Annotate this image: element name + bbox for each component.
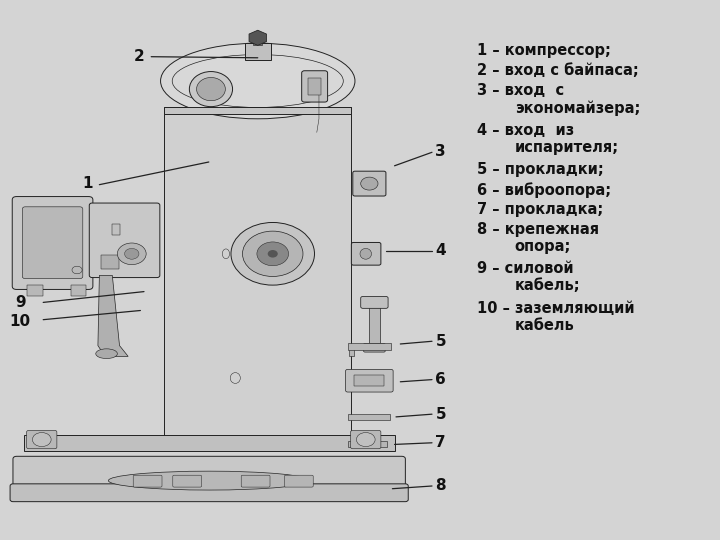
Text: 5: 5	[436, 407, 446, 422]
Circle shape	[125, 248, 139, 259]
Ellipse shape	[197, 77, 225, 100]
FancyBboxPatch shape	[12, 197, 93, 289]
FancyBboxPatch shape	[284, 475, 313, 487]
FancyBboxPatch shape	[27, 430, 57, 449]
Bar	[71, 285, 86, 296]
Bar	[164, 107, 351, 114]
Text: 5: 5	[436, 334, 446, 349]
Circle shape	[231, 222, 315, 285]
Bar	[369, 307, 380, 346]
Text: 4 – вход  из: 4 – вход из	[477, 123, 574, 138]
Text: кабель;: кабель;	[515, 278, 580, 293]
Polygon shape	[98, 275, 128, 356]
Text: 4: 4	[436, 242, 446, 258]
FancyBboxPatch shape	[351, 430, 381, 449]
Circle shape	[32, 433, 51, 447]
Bar	[348, 343, 391, 350]
FancyBboxPatch shape	[353, 171, 386, 196]
Bar	[354, 375, 384, 386]
Bar	[101, 255, 119, 269]
FancyBboxPatch shape	[346, 369, 393, 392]
Bar	[308, 78, 321, 94]
Circle shape	[268, 250, 278, 258]
Circle shape	[257, 242, 289, 266]
Bar	[349, 345, 354, 356]
Text: 6 – виброопора;: 6 – виброопора;	[477, 182, 611, 198]
Bar	[164, 107, 351, 448]
Text: 3: 3	[436, 144, 446, 159]
Bar	[27, 285, 43, 296]
Bar	[112, 224, 120, 235]
Bar	[348, 441, 387, 447]
Text: 2 – вход с байпаса;: 2 – вход с байпаса;	[477, 63, 639, 78]
Text: испарителя;: испарителя;	[515, 139, 619, 154]
Ellipse shape	[189, 71, 233, 107]
FancyBboxPatch shape	[13, 456, 405, 491]
Bar	[24, 435, 395, 451]
Ellipse shape	[96, 349, 117, 359]
Text: 10 – заземляющий: 10 – заземляющий	[477, 301, 634, 316]
Bar	[253, 38, 262, 45]
Text: 9: 9	[15, 295, 25, 310]
FancyBboxPatch shape	[10, 484, 408, 502]
Text: 7 – прокладка;: 7 – прокладка;	[477, 202, 603, 217]
Text: 8 – крепежная: 8 – крепежная	[477, 222, 599, 237]
Text: 9 – силовой: 9 – силовой	[477, 261, 574, 276]
FancyBboxPatch shape	[361, 296, 388, 308]
Circle shape	[117, 243, 146, 265]
Ellipse shape	[108, 471, 310, 490]
Text: 8: 8	[436, 478, 446, 494]
Text: 3 – вход  с: 3 – вход с	[477, 83, 564, 98]
Circle shape	[361, 177, 378, 190]
Bar	[348, 414, 390, 420]
Text: 5 – прокладки;: 5 – прокладки;	[477, 162, 604, 177]
FancyBboxPatch shape	[22, 207, 83, 279]
Text: 1 – компрессор;: 1 – компрессор;	[477, 43, 611, 58]
FancyBboxPatch shape	[89, 203, 160, 278]
Text: экономайзера;: экономайзера;	[515, 100, 640, 116]
Circle shape	[243, 231, 303, 276]
FancyBboxPatch shape	[351, 242, 381, 265]
Text: 7: 7	[436, 435, 446, 450]
FancyBboxPatch shape	[302, 71, 328, 102]
Ellipse shape	[161, 43, 355, 119]
Circle shape	[356, 433, 375, 447]
FancyBboxPatch shape	[133, 475, 162, 487]
FancyBboxPatch shape	[364, 343, 385, 352]
Text: кабель: кабель	[515, 318, 575, 333]
Text: 6: 6	[436, 372, 446, 387]
Text: 2: 2	[134, 49, 144, 64]
Text: 10: 10	[9, 314, 31, 329]
Text: опора;: опора;	[515, 239, 571, 254]
FancyBboxPatch shape	[241, 475, 270, 487]
Bar	[245, 43, 271, 60]
FancyBboxPatch shape	[173, 475, 202, 487]
Ellipse shape	[360, 248, 372, 259]
Text: 1: 1	[83, 176, 93, 191]
